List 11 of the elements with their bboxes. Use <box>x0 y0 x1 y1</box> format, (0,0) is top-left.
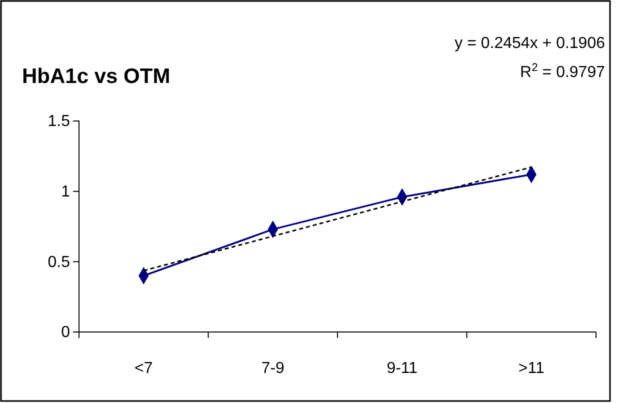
text: y = 0.2454x + 0.1906 <box>454 35 606 52</box>
y-tick-label: 1 <box>61 183 70 200</box>
y-tick-label: 0 <box>61 324 70 342</box>
y-tick-label: 0.5 <box>48 254 70 271</box>
y-tick-label: 1.5 <box>48 113 70 130</box>
x-tick-label: 9-11 <box>386 360 418 377</box>
x-tick-label: >11 <box>518 360 544 377</box>
text: R$^{2}$ = 0.9797 <box>520 62 606 81</box>
chart-title: HbA1c vs OTM <box>22 65 170 88</box>
x-tick-label: 7-9 <box>261 360 285 377</box>
x-tick-label: <7 <box>134 360 153 377</box>
